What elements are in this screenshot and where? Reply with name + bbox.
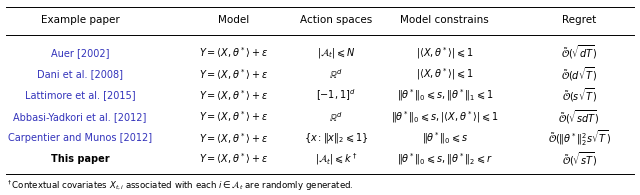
Text: $\tilde{\mathcal{O}}(\sqrt{sdT})$: $\tilde{\mathcal{O}}(\sqrt{sdT})$ — [559, 108, 600, 126]
Text: $\tilde{\mathcal{O}}(s\sqrt{T})$: $\tilde{\mathcal{O}}(s\sqrt{T})$ — [561, 87, 597, 104]
Text: Dani et al. [2008]: Dani et al. [2008] — [37, 69, 123, 79]
Text: $\mathbb{R}^d$: $\mathbb{R}^d$ — [329, 110, 343, 124]
Text: $Y=\langle X,\theta^*\rangle+\varepsilon$: $Y=\langle X,\theta^*\rangle+\varepsilon… — [199, 45, 268, 60]
Text: $\{x:\|x\|_2\leqslant 1\}$: $\{x:\|x\|_2\leqslant 1\}$ — [304, 131, 368, 145]
Text: $|\mathcal{A}_t|\leqslant k^\dagger$: $|\mathcal{A}_t|\leqslant k^\dagger$ — [314, 151, 358, 167]
Text: Carpentier and Munos [2012]: Carpentier and Munos [2012] — [8, 133, 152, 144]
Text: $\tilde{\mathcal{O}}(\sqrt{dT})$: $\tilde{\mathcal{O}}(\sqrt{dT})$ — [561, 44, 597, 61]
Text: Model: Model — [218, 15, 249, 26]
Text: $Y=\langle X,\theta^*\rangle+\varepsilon$: $Y=\langle X,\theta^*\rangle+\varepsilon… — [199, 152, 268, 166]
Text: $\|\theta^*\|_0\leqslant s$: $\|\theta^*\|_0\leqslant s$ — [422, 130, 468, 146]
Text: $[-1,1]^d$: $[-1,1]^d$ — [316, 88, 356, 103]
Text: Model constrains: Model constrains — [401, 15, 489, 26]
Text: Lattimore et al. [2015]: Lattimore et al. [2015] — [25, 90, 135, 101]
Text: $Y=\langle X,\theta^*\rangle+\varepsilon$: $Y=\langle X,\theta^*\rangle+\varepsilon… — [199, 131, 268, 146]
Text: Abbasi-Yadkori et al. [2012]: Abbasi-Yadkori et al. [2012] — [13, 112, 147, 122]
Text: $|\langle X,\theta^*\rangle|\leqslant 1$: $|\langle X,\theta^*\rangle|\leqslant 1$ — [416, 66, 474, 82]
Text: $\tilde{\mathcal{O}}(\|\theta^*\|_2^2 s\sqrt{T})$: $\tilde{\mathcal{O}}(\|\theta^*\|_2^2 s\… — [548, 129, 611, 148]
Text: $Y=\langle X,\theta^*\rangle+\varepsilon$: $Y=\langle X,\theta^*\rangle+\varepsilon… — [199, 110, 268, 124]
Text: $\|\theta^*\|_0\leqslant s,\|\theta^*\|_2\leqslant r$: $\|\theta^*\|_0\leqslant s,\|\theta^*\|_… — [397, 151, 493, 167]
Text: $Y=\langle X,\theta^*\rangle+\varepsilon$: $Y=\langle X,\theta^*\rangle+\varepsilon… — [199, 67, 268, 82]
Text: This paper: This paper — [51, 154, 109, 164]
Text: $\mathbb{R}^d$: $\mathbb{R}^d$ — [329, 67, 343, 81]
Text: $|\langle X,\theta^*\rangle|\leqslant 1$: $|\langle X,\theta^*\rangle|\leqslant 1$ — [416, 45, 474, 61]
Text: Regret: Regret — [562, 15, 596, 26]
Text: $\|\theta^*\|_0\leqslant s,|\langle X,\theta^*\rangle|\leqslant 1$: $\|\theta^*\|_0\leqslant s,|\langle X,\t… — [391, 109, 499, 125]
Text: $\tilde{\mathcal{O}}(\sqrt{sT})$: $\tilde{\mathcal{O}}(\sqrt{sT})$ — [561, 150, 597, 168]
Text: $^\dagger$Contextual covariates $X_{t,i}$ associated with each $i\in\mathcal{A}_: $^\dagger$Contextual covariates $X_{t,i}… — [6, 179, 354, 193]
Text: Auer [2002]: Auer [2002] — [51, 48, 109, 58]
Text: $|\mathcal{A}_t|\leqslant N$: $|\mathcal{A}_t|\leqslant N$ — [317, 46, 355, 60]
Text: $\|\theta^*\|_0\leqslant s,\|\theta^*\|_1\leqslant 1$: $\|\theta^*\|_0\leqslant s,\|\theta^*\|_… — [397, 88, 493, 104]
Text: $Y=\langle X,\theta^*\rangle+\varepsilon$: $Y=\langle X,\theta^*\rangle+\varepsilon… — [199, 88, 268, 103]
Text: Action spaces: Action spaces — [300, 15, 372, 26]
Text: Example paper: Example paper — [40, 15, 120, 26]
Text: $\tilde{\mathcal{O}}(d\sqrt{T})$: $\tilde{\mathcal{O}}(d\sqrt{T})$ — [561, 65, 597, 83]
